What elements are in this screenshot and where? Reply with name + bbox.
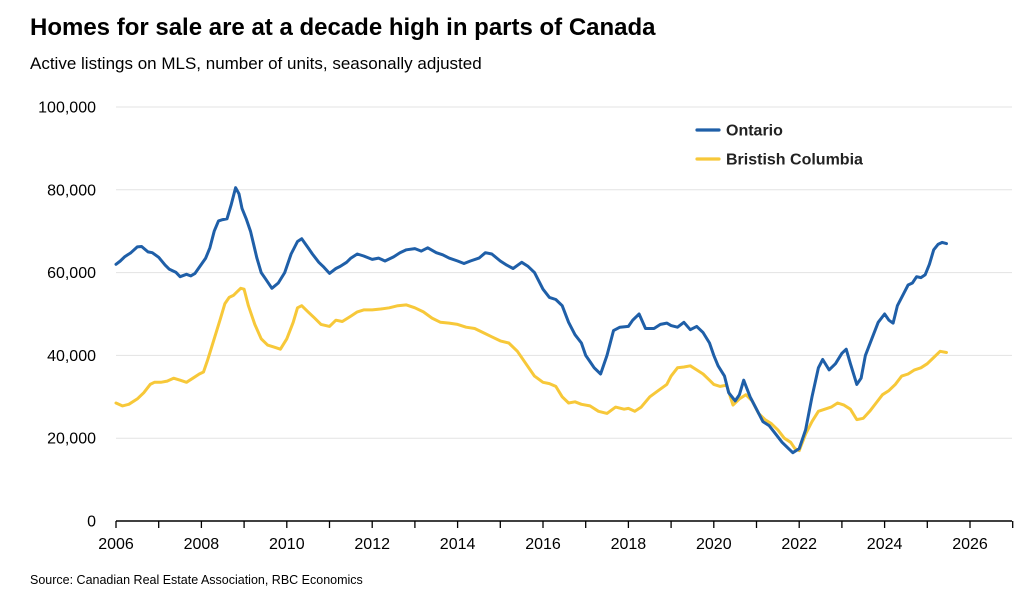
y-axis: 0 20,000 40,000 60,000 80,000 100,000 — [38, 100, 96, 531]
y-tick-label: 20,000 — [47, 431, 96, 448]
series-line-bristish-columbia — [114, 286, 948, 453]
x-tick-label: 2020 — [696, 536, 732, 553]
x-tick-label: 2010 — [269, 536, 305, 553]
x-tick-label: 2018 — [611, 536, 647, 553]
x-tick-label: 2026 — [952, 536, 988, 553]
legend-background — [686, 110, 926, 180]
y-tick-label: 80,000 — [47, 182, 96, 199]
y-tick-label: 40,000 — [47, 348, 96, 365]
gridlines — [116, 106, 1012, 439]
y-tick-label: 0 — [87, 514, 96, 531]
x-tick-label: 2014 — [440, 536, 476, 553]
x-tick-label: 2016 — [525, 536, 561, 553]
x-tick-label: 2024 — [867, 536, 903, 553]
x-tick-label: 2022 — [781, 536, 817, 553]
x-axis: 2006 2008 2010 2012 2014 2016 2018 2020 2022 2024… — [98, 520, 1014, 553]
chart-subtitle: Active listings on MLS, number of units,… — [30, 54, 482, 73]
x-tick-label: 2012 — [354, 536, 390, 553]
legend: Ontario Bristish Columbia — [686, 110, 926, 180]
legend-label: Ontario — [726, 123, 783, 140]
x-tick-label: 2008 — [184, 536, 220, 553]
y-tick-label: 60,000 — [47, 265, 96, 282]
y-tick-label: 100,000 — [38, 100, 96, 117]
legend-label: Bristish Columbia — [726, 152, 863, 169]
series-lines — [114, 186, 948, 455]
source-note: Source: Canadian Real Estate Association… — [30, 573, 363, 587]
x-tick-label: 2006 — [98, 536, 134, 553]
chart-title: Homes for sale are at a decade high in p… — [30, 14, 656, 41]
series-line-ontario — [114, 186, 948, 455]
